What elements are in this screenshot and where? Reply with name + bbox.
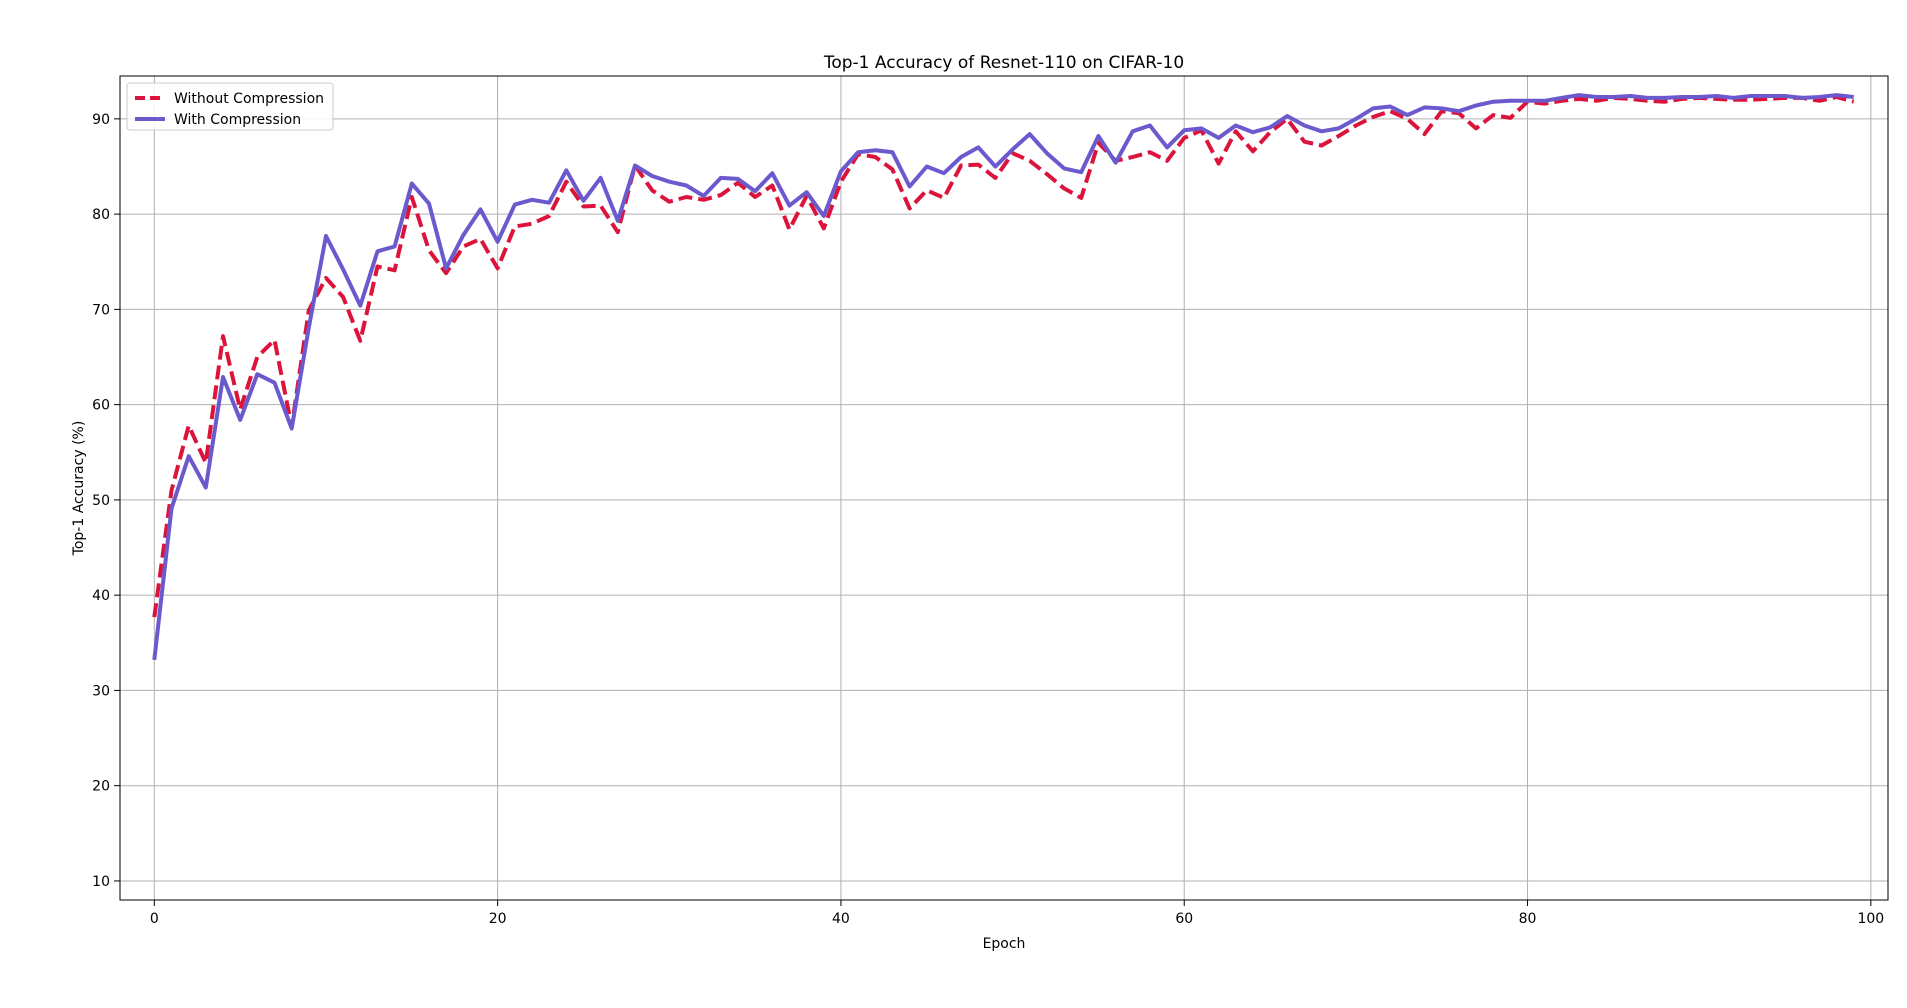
x-tick-label: 60 xyxy=(1175,911,1193,927)
legend-box xyxy=(126,82,334,131)
y-tick-label: 40 xyxy=(92,588,110,604)
x-axis-label: Epoch xyxy=(983,936,1026,952)
x-tick-label: 0 xyxy=(150,911,159,927)
series-line-without-compression xyxy=(152,95,1855,618)
legend: Without Compression With Compression xyxy=(126,82,334,131)
x-tick-label: 20 xyxy=(489,911,507,927)
y-axis-label: Top-1 Accuracy (%) xyxy=(71,421,87,557)
legend-label-without-compression: Without Compression xyxy=(174,91,324,107)
y-tick-label: 30 xyxy=(92,683,110,699)
x-tick-label: 100 xyxy=(1857,911,1884,927)
y-tick-label: 50 xyxy=(92,493,110,509)
series-lines xyxy=(152,93,1855,661)
y-tick-label: 60 xyxy=(92,398,110,414)
chart-title: Top-1 Accuracy of Resnet-110 on CIFAR-10 xyxy=(823,53,1184,73)
x-tick-label: 40 xyxy=(832,911,850,927)
grid-lines xyxy=(120,76,1888,900)
y-tick-label: 20 xyxy=(92,779,110,795)
axis-ticks: 0 20 40 60 80 100 10 20 30 40 50 60 70 80 90 xyxy=(92,112,1884,927)
y-tick-label: 80 xyxy=(92,207,110,223)
y-tick-label: 90 xyxy=(92,112,110,128)
series-line-with-compression xyxy=(152,93,1854,661)
legend-label-with-compression: With Compression xyxy=(174,112,301,128)
plot-frame xyxy=(119,75,1889,901)
y-tick-label: 70 xyxy=(92,302,110,318)
y-tick-label: 10 xyxy=(92,874,110,890)
x-tick-label: 80 xyxy=(1519,911,1537,927)
